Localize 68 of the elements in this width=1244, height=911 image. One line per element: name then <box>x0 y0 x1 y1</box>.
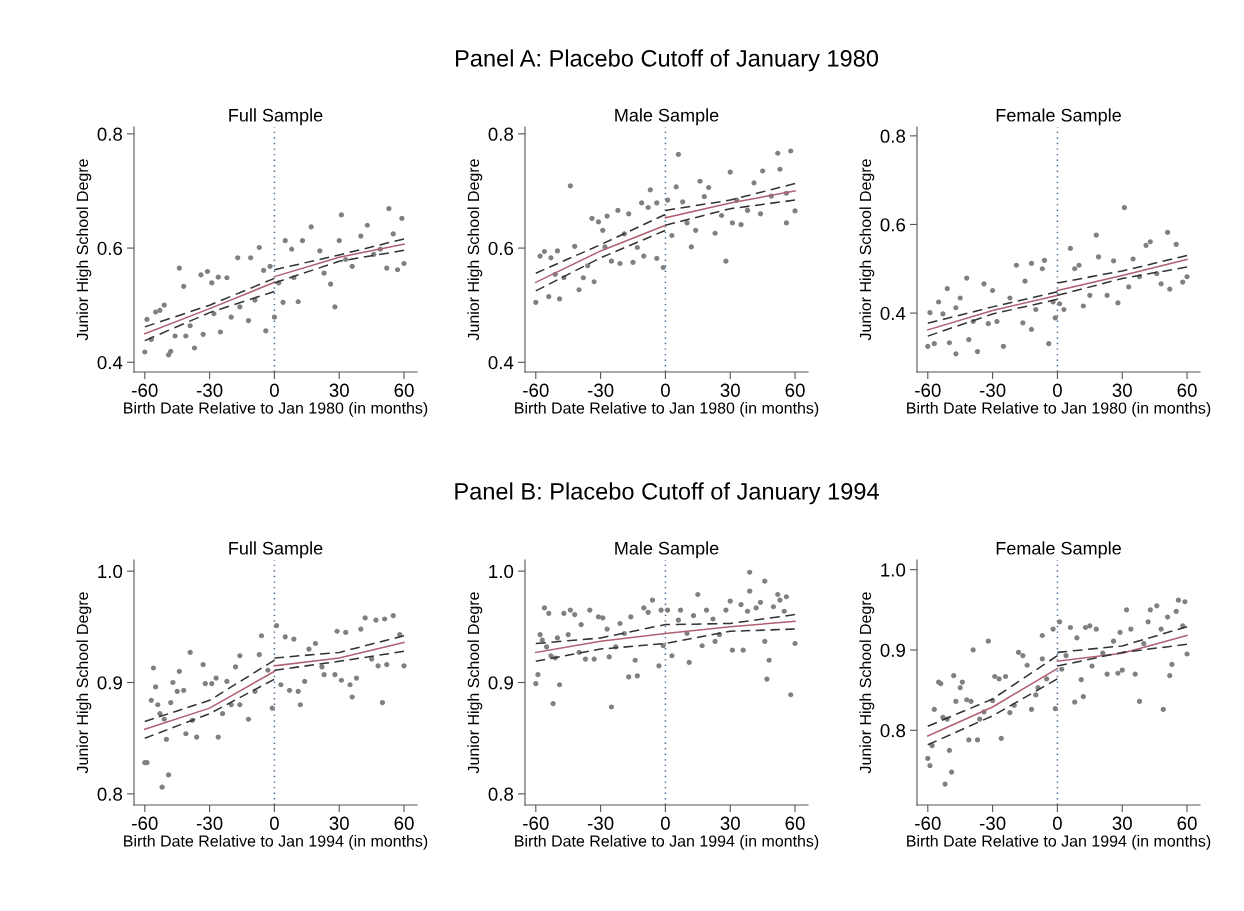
x-axis-title: Birth Date Relative to Jan 1980 (in months) <box>907 401 1211 417</box>
x-tick-label: 30 <box>329 383 349 397</box>
x-tick-label: -60 <box>523 816 549 830</box>
x-tick-label: 0 <box>1052 816 1062 830</box>
x-tick-label: 60 <box>394 816 414 830</box>
y-tick-label: 0.4 <box>880 306 906 321</box>
x-tick-label: 0 <box>660 816 670 830</box>
chart-title: Female Sample <box>996 108 1121 126</box>
x-axis-title: Birth Date Relative to Jan 1994 (in months) <box>907 834 1211 850</box>
chart-title: Female Sample <box>996 541 1121 559</box>
x-tick-label: -60 <box>915 383 941 397</box>
x-tick-label: 0 <box>269 383 279 397</box>
x-tick-label: 60 <box>785 383 805 397</box>
y-axis-title: Junior High School Degre <box>76 159 92 341</box>
y-tick-label: 0.8 <box>488 127 514 141</box>
x-tick-label: -30 <box>587 383 614 397</box>
x-axis-title: Birth Date Relative to Jan 1994 (in months) <box>124 834 428 850</box>
y-tick-label: 0.9 <box>880 643 905 657</box>
x-tick-label: 60 <box>1177 816 1197 830</box>
y-tick-label: 1.0 <box>489 564 514 579</box>
y-axis-title: Junior High School Degre <box>76 592 92 774</box>
y-tick-label: 0.8 <box>880 129 906 143</box>
y-tick-label: 0.4 <box>97 355 123 370</box>
x-tick-label: 60 <box>1177 383 1197 397</box>
y-tick-label: 1.0 <box>881 563 906 577</box>
x-tick-label: 0 <box>660 383 670 397</box>
x-tick-label: -30 <box>979 816 1006 830</box>
y-tick-label: 0.6 <box>880 218 906 232</box>
x-tick-label: 30 <box>1112 383 1132 397</box>
x-tick-label: -30 <box>587 816 614 830</box>
x-tick-label: -30 <box>196 383 223 397</box>
y-tick-label: 0.8 <box>488 787 514 801</box>
x-tick-label: 0 <box>1052 383 1062 397</box>
y-axis-title: Junior High School Degre <box>467 592 483 774</box>
x-tick-label: 30 <box>720 383 740 397</box>
x-axis-title: Birth Date Relative to Jan 1994 (in months) <box>515 834 819 850</box>
y-tick-label: 0.8 <box>880 724 906 738</box>
x-tick-label: 0 <box>269 816 279 830</box>
x-tick-label: -30 <box>979 383 1006 397</box>
x-tick-label: 60 <box>785 816 805 830</box>
y-tick-label: 0.8 <box>97 127 123 141</box>
x-tick-label: -60 <box>523 383 549 397</box>
y-tick-label: 1.0 <box>98 564 123 579</box>
x-tick-label: 30 <box>1112 816 1132 830</box>
x-tick-label: 30 <box>720 816 740 830</box>
text: Panel B: Placebo Cutoff of January 1994 <box>455 482 879 505</box>
y-tick-label: 0.6 <box>488 241 514 256</box>
y-tick-label: 0.8 <box>97 787 123 801</box>
x-axis-title: Birth Date Relative to Jan 1980 (in months) <box>124 401 428 417</box>
y-tick-label: 0.9 <box>97 676 122 690</box>
x-tick-label: 60 <box>394 383 414 397</box>
x-tick-label: -30 <box>196 816 223 830</box>
y-tick-label: 0.9 <box>488 676 513 690</box>
chart-title: Male Sample <box>615 108 719 126</box>
x-tick-label: -60 <box>132 816 158 830</box>
chart-title: Full Sample <box>229 541 323 559</box>
y-tick-label: 0.4 <box>488 355 514 370</box>
y-axis-title: Junior High School Degre <box>859 159 875 341</box>
chart-title: Full Sample <box>229 108 323 126</box>
x-tick-label: -60 <box>132 383 158 397</box>
text: Panel A: Placebo Cutoff of January 1980 <box>456 49 879 72</box>
x-tick-label: -60 <box>915 816 941 830</box>
chart-title: Male Sample <box>615 541 719 559</box>
y-tick-label: 0.6 <box>97 241 123 256</box>
y-axis-title: Junior High School Degre <box>859 592 875 774</box>
y-axis-title: Junior High School Degre <box>467 159 483 341</box>
x-tick-label: 30 <box>329 816 349 830</box>
x-axis-title: Birth Date Relative to Jan 1980 (in months) <box>515 401 819 417</box>
